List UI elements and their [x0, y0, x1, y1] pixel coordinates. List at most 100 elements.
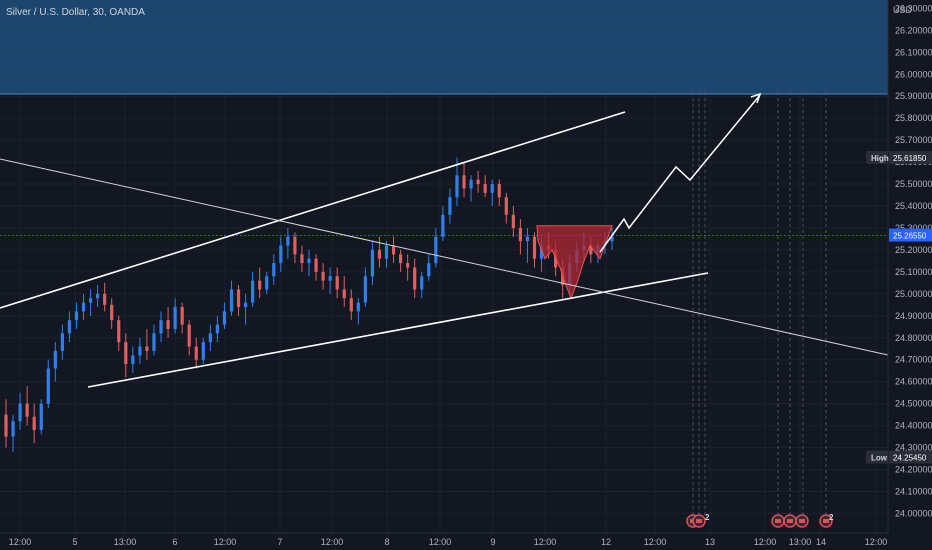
- candle-body: [293, 236, 297, 255]
- candle-body: [131, 355, 135, 365]
- time-tick-label: 8: [384, 537, 389, 547]
- candle-body: [349, 298, 353, 312]
- candle-body: [427, 263, 431, 277]
- price-tick-label: 24.50000: [895, 399, 932, 409]
- event-count-badge: 2: [705, 513, 710, 522]
- candle-body: [60, 333, 64, 351]
- price-tick-label: 25.20000: [895, 245, 932, 255]
- pill-label-bg: [866, 450, 888, 464]
- candle-body: [208, 333, 212, 343]
- price-tick-label: 24.10000: [895, 486, 932, 496]
- candle-body: [279, 245, 283, 264]
- currency-label: USD: [893, 5, 913, 15]
- event-flag-stripe: [823, 519, 829, 523]
- candle-body: [384, 245, 389, 259]
- pill-value: 25.26550: [893, 232, 927, 241]
- price-axis[interactable]: 24.00000 24.10000 24.20000 24.30000 24.40000…: [895, 3, 932, 518]
- price-tick-label: 25.40000: [895, 201, 932, 211]
- event-lines: [692, 92, 827, 515]
- candle-body: [229, 289, 234, 312]
- candle-body: [18, 403, 22, 422]
- candle-body: [96, 293, 100, 299]
- price-pills: High 25.61850 25.26550 Low 24.25450: [866, 151, 932, 464]
- candle-body: [511, 214, 515, 228]
- candle-body: [187, 324, 191, 347]
- channel-upper-line[interactable]: [0, 111, 626, 309]
- candle-body: [265, 276, 269, 290]
- projection-path[interactable]: [599, 92, 762, 253]
- candle-body: [589, 245, 593, 255]
- candle-body: [518, 227, 522, 242]
- time-tick-label: 12:00: [644, 537, 667, 547]
- pill-label: Low: [871, 454, 888, 463]
- projection-line[interactable]: [599, 94, 761, 253]
- time-tick-label: 13:00: [789, 537, 812, 547]
- time-tick-label: 12: [601, 537, 611, 547]
- price-tick-label: 26.20000: [895, 25, 932, 35]
- candle-body: [201, 342, 205, 360]
- descending-trendline[interactable]: [0, 158, 889, 356]
- time-tick-label: 12:00: [9, 537, 32, 547]
- projection-arrowhead[interactable]: [750, 92, 762, 104]
- pill-value: 24.25450: [893, 454, 927, 463]
- candle-body: [356, 302, 360, 312]
- time-axis[interactable]: 12:00 5 13:00 6 12:00 7 12:00 8 12:00 9 12:00 12 12:…: [9, 537, 888, 547]
- price-tick-label: 25.90000: [895, 91, 932, 101]
- candle-body: [532, 236, 537, 259]
- candle-body: [497, 184, 501, 198]
- price-tick-label: 26.10000: [895, 47, 932, 57]
- candle-body: [469, 179, 473, 189]
- candle-body: [420, 276, 424, 290]
- candle-body: [490, 184, 494, 193]
- time-tick-label: 9: [490, 537, 495, 547]
- candle-body: [335, 276, 339, 290]
- candle-body: [67, 320, 72, 334]
- candle-body: [300, 254, 304, 264]
- time-tick-label: 12:00: [429, 537, 452, 547]
- time-tick-label: 13: [705, 537, 715, 547]
- time-tick-label: 12:00: [865, 537, 888, 547]
- candle-body: [180, 307, 184, 325]
- price-tick-label: 25.30000: [895, 223, 932, 233]
- candle-body: [159, 320, 163, 334]
- target-zone: [0, 0, 888, 95]
- price-tick-label: 24.20000: [895, 464, 932, 474]
- candle-body: [194, 346, 198, 360]
- candle-body: [413, 267, 417, 290]
- candle-body: [138, 346, 142, 356]
- candle-body: [391, 245, 396, 255]
- price-tick-label: 25.70000: [895, 135, 932, 145]
- time-tick-label: 12:00: [754, 537, 777, 547]
- time-tick-label: 14: [816, 537, 826, 547]
- candle-body: [117, 320, 121, 343]
- candle-body: [434, 236, 438, 264]
- candle-body: [462, 175, 466, 189]
- candle-body: [321, 271, 325, 281]
- candle-body: [441, 214, 445, 237]
- candle-body: [370, 249, 375, 277]
- chart-title: Silver / U.S. Dollar, 30, OANDA: [6, 7, 145, 18]
- candle-body: [476, 179, 480, 185]
- candle-body: [110, 304, 114, 321]
- candle-body: [307, 258, 311, 264]
- candle-body: [286, 236, 290, 246]
- candle-body: [145, 346, 149, 351]
- pill-label-bg: [866, 151, 888, 165]
- price-tick-label: 26.30000: [895, 3, 932, 13]
- candle-body: [222, 311, 227, 325]
- candle-body: [32, 416, 36, 430]
- trendline-drawings[interactable]: [0, 111, 889, 388]
- time-tick-label: 5: [72, 537, 77, 547]
- candle-body: [272, 263, 276, 277]
- candle-body: [483, 184, 487, 193]
- candle-body: [406, 263, 410, 268]
- candle-body: [166, 320, 170, 329]
- candle-body: [251, 280, 255, 303]
- price-tick-label: 24.90000: [895, 311, 932, 321]
- candle-body: [103, 293, 107, 305]
- candle-body: [39, 403, 43, 430]
- pill-bg: [889, 228, 932, 242]
- event-flag-stripe: [799, 519, 805, 523]
